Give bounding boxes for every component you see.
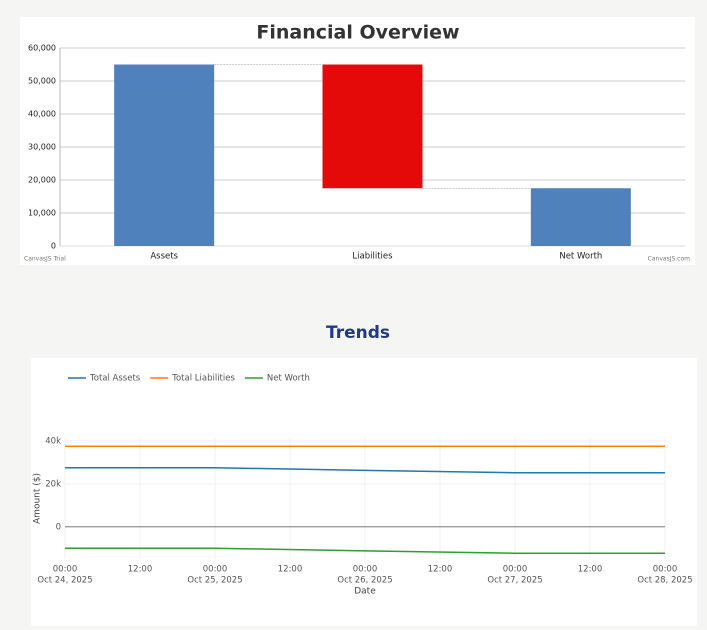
chart-title: Financial Overview <box>256 22 459 44</box>
credit: CanvasJS Trial <box>24 256 66 263</box>
x-tick-label: 00:00 <box>353 565 378 575</box>
x-tick-label: Oct 25, 2025 <box>187 576 242 586</box>
y-tick-label: 50,000 <box>28 77 56 86</box>
x-tick-label: 00:00 <box>653 565 678 575</box>
x-tick-label: Net Worth <box>559 252 602 262</box>
y-tick-label: 20k <box>45 479 61 489</box>
x-tick-label: Oct 28, 2025 <box>637 576 692 586</box>
x-tick-label: 00:00 <box>53 565 78 575</box>
x-tick-label: 12:00 <box>428 565 453 575</box>
bar <box>322 64 423 189</box>
x-axis-label: Date <box>354 587 376 597</box>
x-tick-label: 12:00 <box>128 565 153 575</box>
x-tick-label: Assets <box>150 252 178 262</box>
y-tick-label: 0 <box>51 242 56 251</box>
x-tick-label: 12:00 <box>578 565 603 575</box>
y-tick-label: 60,000 <box>28 44 56 53</box>
line <box>65 547 665 554</box>
x-tick-label: 12:00 <box>278 565 303 575</box>
x-tick-label: 00:00 <box>203 565 228 575</box>
y-tick-label: 40k <box>45 436 61 446</box>
line <box>65 467 665 474</box>
legend-label: Net Worth <box>267 374 310 384</box>
legend-label: Total Assets <box>89 374 141 384</box>
y-tick-label: 10,000 <box>28 209 56 218</box>
legend-label: Total Liabilities <box>171 374 235 384</box>
credit: CanvasJS.com <box>648 256 690 263</box>
y-tick-label: 40,000 <box>28 110 56 119</box>
x-tick-label: Liabilities <box>352 252 393 262</box>
y-tick-label: 20,000 <box>28 176 56 185</box>
y-axis-label: Amount ($) <box>33 473 43 524</box>
y-tick-label: 30,000 <box>28 143 56 152</box>
x-tick-label: 00:00 <box>503 565 528 575</box>
bar <box>114 64 215 246</box>
x-tick-label: Oct 24, 2025 <box>37 576 92 586</box>
y-tick-label: 0 <box>56 522 61 532</box>
bar <box>530 188 631 246</box>
chart-title: Trends <box>326 323 390 343</box>
chart-card <box>31 358 697 626</box>
x-tick-label: Oct 27, 2025 <box>487 576 542 586</box>
x-tick-label: Oct 26, 2025 <box>337 576 392 586</box>
